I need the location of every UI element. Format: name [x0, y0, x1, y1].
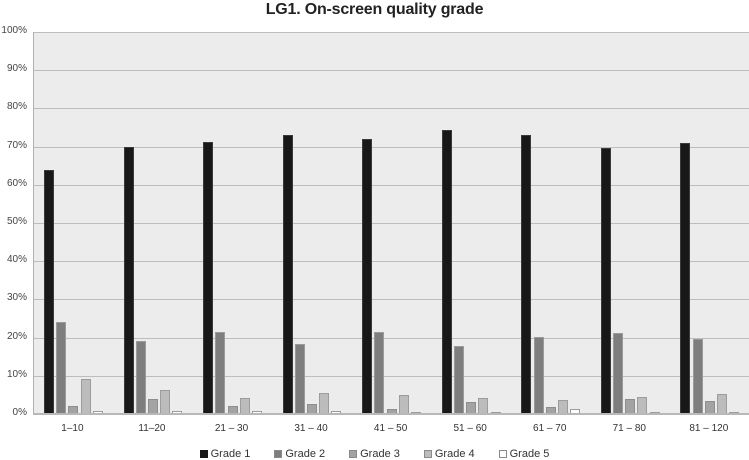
- legend-swatch-icon: [349, 450, 358, 458]
- bar-group: [362, 32, 422, 414]
- bar-grade-2: [613, 333, 624, 414]
- bar-grade-2: [692, 338, 703, 414]
- legend-item: Grade 5: [498, 448, 550, 460]
- bar-grade-4: [239, 398, 250, 414]
- bar-grade-4: [637, 396, 648, 414]
- bar-grade-1: [44, 169, 54, 414]
- bar-grade-1: [441, 130, 452, 414]
- legend-label: Grade 5: [509, 448, 550, 460]
- legend-item: Grade 2: [274, 448, 325, 460]
- y-tick-label: 50%: [6, 216, 27, 227]
- legend-label: Grade 1: [210, 448, 251, 460]
- legend-swatch-icon: [423, 450, 432, 458]
- gridline: [34, 223, 749, 224]
- bar-grade-4: [398, 395, 409, 414]
- legend-label: Grade 4: [434, 448, 475, 460]
- bar-grade-4: [160, 389, 171, 414]
- legend-swatch-icon: [274, 450, 283, 458]
- legend: Grade 1 Grade 2 Grade 3 Grade 4 Grade 5: [0, 448, 749, 460]
- gridline: [34, 261, 749, 263]
- bar-grade-4: [319, 393, 330, 414]
- bar-grade-3: [704, 400, 715, 414]
- bar-grade-4: [80, 379, 91, 414]
- bar-group: [203, 32, 262, 414]
- legend-label: Grade 3: [360, 448, 400, 460]
- y-tick-label: 40%: [6, 254, 27, 266]
- y-tick-label: 0%: [12, 407, 27, 418]
- gridline: [34, 108, 749, 110]
- bar-grade-4: [717, 393, 728, 414]
- x-tick-label: 61 – 70: [533, 423, 567, 434]
- bar-grade-2: [374, 331, 385, 414]
- legend-item: Grade 3: [349, 448, 400, 460]
- bar-grade-2: [56, 322, 67, 414]
- y-tick-label: 30%: [6, 292, 27, 304]
- bar-grade-2: [294, 344, 305, 414]
- x-tick-label: 1–10: [61, 423, 84, 434]
- y-tick-label: 80%: [6, 101, 27, 113]
- x-tick-label: 31 – 40: [294, 423, 328, 434]
- bar-grade-2: [533, 337, 544, 414]
- bar-group: [521, 32, 581, 414]
- bar-grade-1: [600, 148, 611, 414]
- x-tick-label: 81 – 120: [689, 423, 729, 434]
- gridline: [34, 70, 749, 72]
- plot-area: [33, 32, 749, 414]
- x-tick-label: 51 – 60: [453, 423, 487, 434]
- gridline: [34, 299, 749, 301]
- bar-group: [282, 32, 342, 414]
- y-tick-label: 10%: [6, 368, 27, 380]
- legend-label: Grade 2: [285, 448, 326, 460]
- chart-title: LG1. On-screen quality grade: [265, 1, 484, 18]
- bar-group: [123, 32, 183, 414]
- gridline: [34, 32, 749, 33]
- bar-grade-4: [478, 398, 489, 414]
- legend-swatch-icon: [498, 450, 507, 458]
- gridline: [34, 375, 749, 377]
- x-tick-label: 71 – 80: [612, 423, 646, 434]
- legend-item: Grade 1: [199, 448, 251, 460]
- bar-group: [44, 32, 103, 414]
- bar-grade-1: [521, 134, 532, 414]
- bar-group: [680, 32, 740, 414]
- y-tick-label: 70%: [6, 139, 27, 151]
- x-tick-label: 41 – 50: [373, 423, 408, 434]
- x-tick-label: 21 – 30: [214, 423, 249, 434]
- bar-grade-4: [557, 400, 568, 414]
- bar-grade-2: [135, 340, 146, 414]
- gridline: [34, 184, 749, 186]
- y-tick-label: 90%: [6, 63, 27, 75]
- gridline: [34, 337, 749, 339]
- bar-grade-2: [215, 332, 226, 414]
- y-tick-label: 20%: [6, 330, 27, 342]
- bar-grade-1: [362, 138, 373, 414]
- bar-group: [600, 32, 660, 414]
- bar-grade-2: [453, 346, 464, 414]
- bar-grade-1: [282, 135, 293, 414]
- y-tick-label: 100%: [1, 25, 27, 36]
- legend-item: Grade 4: [423, 448, 475, 460]
- bar-grade-3: [625, 398, 636, 414]
- bar-grade-1: [123, 146, 134, 414]
- x-tick-label: 11–20: [138, 423, 166, 434]
- gridline: [34, 146, 749, 148]
- y-tick-label: 60%: [6, 177, 27, 189]
- x-axis-line: [33, 413, 749, 415]
- legend-swatch-icon: [199, 450, 208, 458]
- bar-grade-1: [680, 143, 691, 414]
- bar-grade-3: [147, 399, 158, 414]
- bar-grade-1: [203, 141, 214, 414]
- bar-group: [441, 32, 501, 414]
